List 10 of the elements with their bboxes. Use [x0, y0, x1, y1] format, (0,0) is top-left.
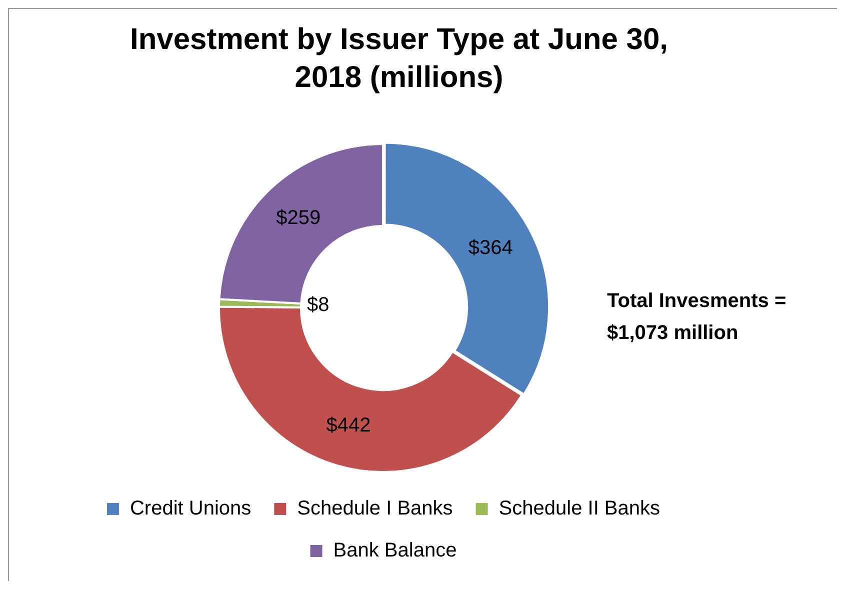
data-label: $364 [468, 237, 513, 259]
legend-label: Schedule II Banks [498, 498, 660, 520]
data-label: $259 [276, 207, 321, 230]
chart-title: Investment by Issuer Type at June 30, 2018 (millions) [129, 22, 669, 96]
text: Total Invesments = $1,073 million [607, 289, 788, 346]
legend-label: Credit Unions [130, 498, 252, 520]
data-label: $442 [326, 414, 371, 437]
data-label: $8 [307, 294, 330, 316]
legend-label: Schedule I Banks [297, 498, 453, 520]
legend-label: Bank Balance [333, 540, 457, 562]
